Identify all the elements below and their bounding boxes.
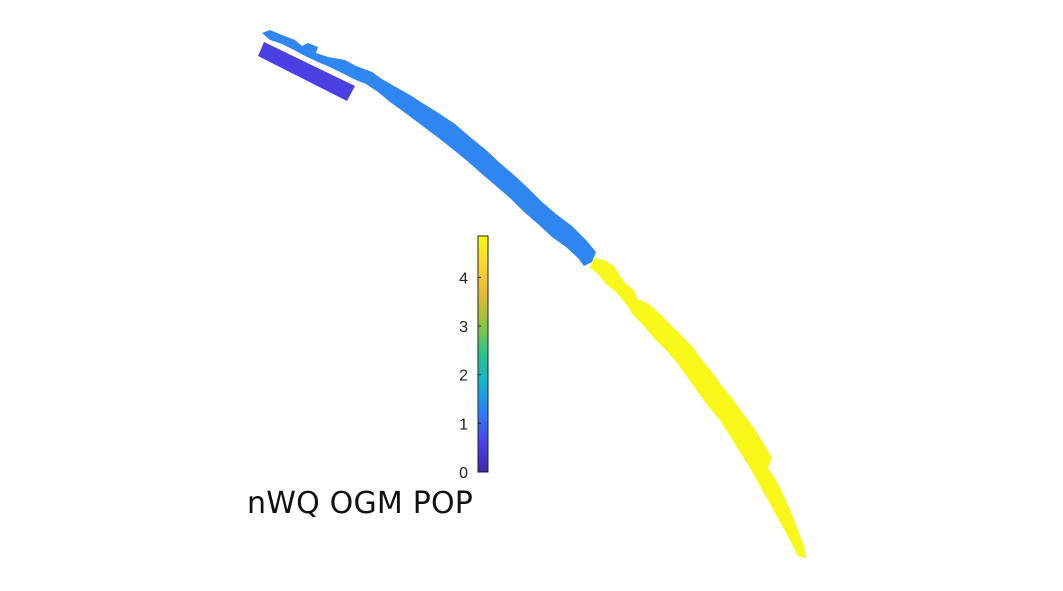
- region-river-lower: [590, 258, 806, 558]
- colorbar: [477, 235, 489, 473]
- chart-title: nWQ OGM POP: [247, 486, 474, 521]
- region-river-middle: [262, 30, 596, 266]
- region-offshore-block: [258, 42, 355, 101]
- colorbar-tick-label: 4: [459, 270, 468, 287]
- colorbar-tick-label: 3: [459, 319, 468, 336]
- colorbar-tick-label: 0: [459, 465, 468, 482]
- colorbar-ticks: 0 1 2 3 4: [459, 270, 481, 482]
- colorbar-tick-label: 1: [459, 416, 468, 433]
- colorbar-tick-label: 2: [459, 368, 468, 385]
